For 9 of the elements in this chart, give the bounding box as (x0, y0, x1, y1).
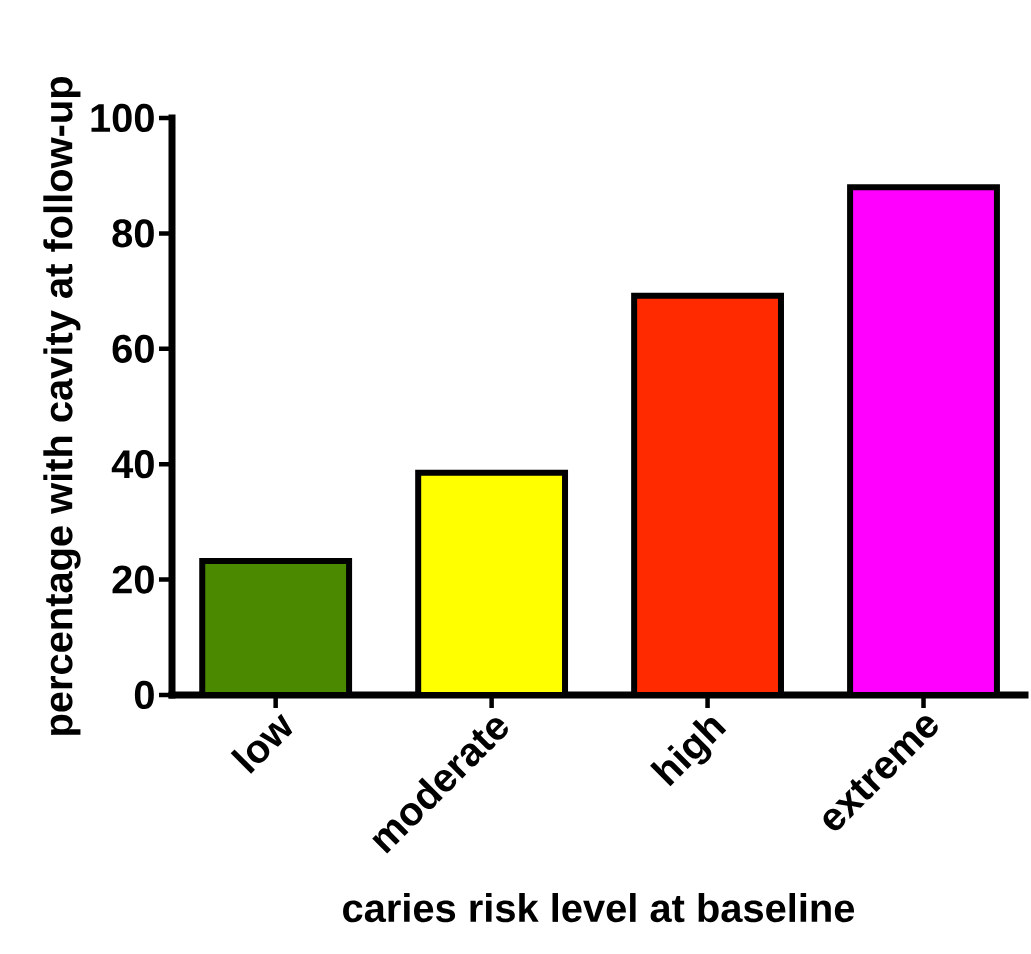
y-tick-label: 80 (112, 219, 154, 248)
y-axis-title: percentage with cavity at follow-up (43, 77, 81, 735)
y-tick-label: 20 (112, 565, 154, 594)
x-axis-title: caries risk level at baseline (343, 893, 855, 923)
x-tick-label: low (230, 713, 293, 774)
y-tick-label: 60 (112, 334, 154, 363)
y-tick-label: 40 (111, 450, 154, 479)
y-tick-label: 0 (134, 680, 154, 710)
y-tick-label: 100 (91, 103, 154, 133)
